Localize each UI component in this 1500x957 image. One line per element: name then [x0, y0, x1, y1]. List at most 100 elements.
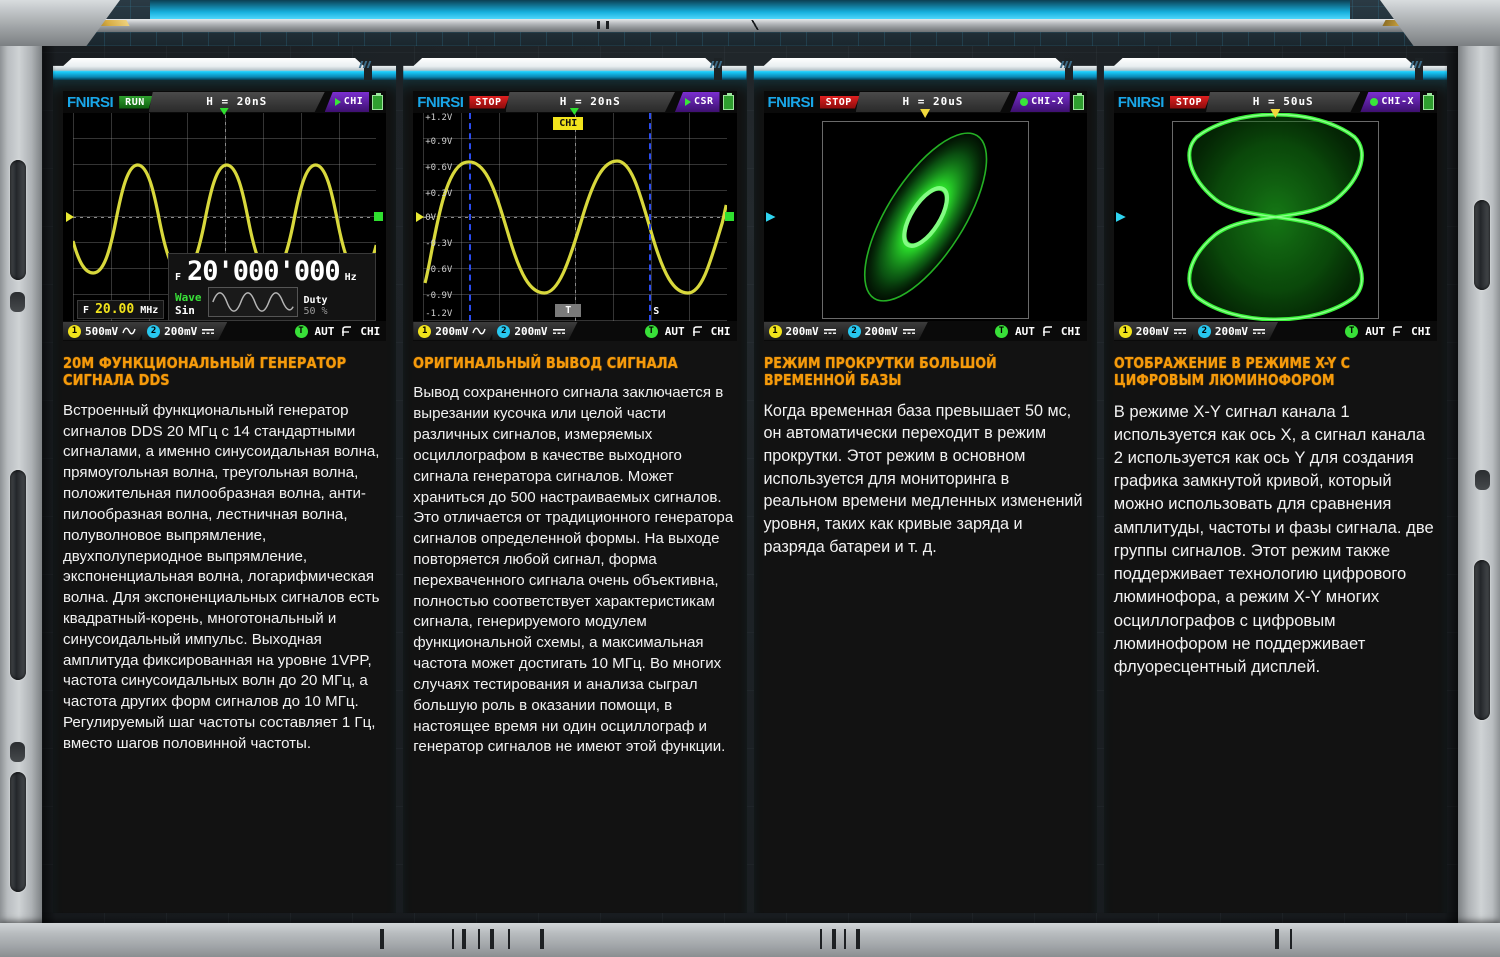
freq-label: F	[175, 272, 182, 283]
oscilloscope-1: FNIRSI RUN H = 20nS CHI	[63, 91, 387, 341]
oscilloscope-3: FNIRSI STOP H = 20uS CHI-X	[763, 91, 1087, 341]
trigger-position-marker-icon[interactable]	[1270, 109, 1281, 118]
ch2-level-marker-icon[interactable]	[1115, 212, 1126, 222]
trigger-mode-value: AUT	[1365, 324, 1386, 338]
card-4-tab-header	[1103, 58, 1447, 80]
card-3-tab-header	[753, 58, 1097, 80]
ac-coupling-icon	[122, 326, 136, 336]
tab-gap	[1064, 58, 1073, 80]
scope-3-bottombar: 1 200mV 2 200mV T	[763, 321, 1087, 341]
trigger-position-marker-icon[interactable]	[219, 108, 229, 115]
feature-card-4: FNIRSI STOP H = 50uS CHI-X	[1103, 58, 1447, 913]
trigger-source-value: CHI	[1060, 324, 1081, 338]
screen-area: FNIRSI RUN H = 20nS CHI	[42, 46, 1458, 923]
ch1-scale-value: 200mV	[785, 324, 819, 338]
freq-unit: Hz	[344, 272, 357, 283]
timebase-readout: H = 20nS	[506, 92, 675, 112]
run-status-badge: RUN	[119, 95, 153, 109]
wave-label: Wave	[175, 291, 202, 304]
dc-coupling-icon	[823, 326, 837, 336]
generator-readout-box: F 20'000'000 Hz Wave Sin	[168, 253, 377, 321]
trigger-position-marker-icon[interactable]	[569, 108, 579, 115]
card-1-body: FNIRSI RUN H = 20nS CHI	[53, 80, 397, 913]
scope-v-axis	[574, 113, 576, 321]
card-2-heading: ОРИГИНАЛЬНЫЙ ВЫВОД СИГНАЛА	[413, 354, 678, 372]
trigger-settings-group[interactable]: T AUT CHI	[633, 324, 731, 338]
tab-shape-icon	[403, 58, 747, 80]
dc-coupling-icon	[201, 326, 215, 336]
trigger-source-value: CHI	[360, 324, 381, 338]
trigger-slope-icon	[1042, 325, 1052, 336]
ch1-level-marker-icon[interactable]	[416, 212, 425, 222]
trigger-time-badge: T	[555, 304, 582, 317]
wave-value[interactable]: Sin	[175, 304, 195, 317]
ch1-scale-value: 200mV	[1135, 324, 1169, 338]
ch2-level-marker-icon[interactable]	[724, 212, 734, 221]
left-vent-3	[10, 772, 26, 892]
fnirsi-logo: FNIRSI	[767, 93, 815, 111]
ch2-scale-chip[interactable]: 2 200mV	[142, 322, 227, 340]
corner-freq-label: F	[83, 305, 90, 316]
ch1-badge-icon: 1	[418, 325, 431, 338]
duty-value[interactable]: 50 %	[303, 306, 328, 317]
ch1-scale-chip[interactable]: 1 200mV	[1114, 322, 1199, 340]
feature-cards-row: FNIRSI RUN H = 20nS CHI	[53, 58, 1447, 913]
ch2-scale-chip[interactable]: 2 200mV	[1193, 322, 1278, 340]
trigger-slope-icon	[342, 325, 352, 336]
freq-corner-readout: F 20.00 MHz	[77, 300, 165, 319]
trigger-source-value: CHI	[1411, 324, 1431, 338]
trigger-slope-icon	[1393, 325, 1403, 336]
card-4-body-text: В режиме X-Y сигнал канала 1 используетс…	[1113, 401, 1434, 676]
cursor-line-2[interactable]	[649, 113, 652, 321]
trigger-mode-value: AUT	[314, 324, 335, 338]
ch2-scale-value: 200mV	[514, 324, 548, 338]
ch2-level-marker-icon[interactable]	[374, 212, 384, 221]
waveform-trace-ch1	[73, 163, 377, 275]
top-bezel	[0, 0, 1500, 46]
duty-label: Duty	[303, 295, 328, 306]
channel-mode-badge: CHI	[324, 92, 370, 112]
cursor-channel-badge: CHI	[553, 117, 584, 130]
fnirsi-logo: FNIRSI	[417, 93, 464, 111]
bottom-bezel	[0, 923, 1500, 957]
dc-coupling-icon	[552, 326, 566, 336]
oscilloscope-4: FNIRSI STOP H = 50uS CHI-X	[1113, 91, 1437, 341]
trigger-position-marker-icon[interactable]	[920, 109, 931, 118]
ch1-scale-value: 500mV	[85, 324, 119, 338]
wave-preview-icon	[207, 287, 298, 317]
card-3-heading: РЕЖИМ ПРОКРУТКИ БОЛЬШОЙ ВРЕМЕННОЙ БАЗЫ	[763, 354, 997, 389]
card-2-tab-header	[403, 58, 747, 80]
card-1-heading: 20M ФУНКЦИОНАЛЬНЫЙ ГЕНЕРАТОР СИГНАЛА DDS	[63, 354, 347, 390]
timebase-readout: H = 20nS	[149, 92, 325, 112]
status-dot-icon	[1020, 98, 1029, 106]
tab-gap	[714, 58, 723, 80]
scope-2-waveform-area: +1.2V +0.9V +0.6V +0.3V 0V -0.3V -0.6V -0.9V -…	[416, 108, 734, 321]
feature-card-3: FNIRSI STOP H = 20uS CHI-X	[753, 58, 1097, 913]
lissajous-trace	[1187, 113, 1364, 321]
ch2-scale-value: 200mV	[164, 324, 198, 338]
freq-value: 20'000'000	[187, 256, 341, 287]
ch2-level-marker-icon[interactable]	[765, 212, 776, 222]
trigger-slope-icon	[692, 325, 702, 336]
ch2-badge-icon: 2	[147, 325, 160, 338]
trigger-settings-group[interactable]: T AUT CHI	[983, 324, 1081, 338]
trigger-settings-group[interactable]: T AUT CHI	[1333, 324, 1431, 338]
scope-v-axis	[224, 113, 226, 321]
tab-shape-icon	[753, 58, 1097, 80]
scope-3-xy-area	[765, 109, 1077, 321]
ch1-scale-value: 200mV	[435, 324, 469, 338]
card-4-body: FNIRSI STOP H = 50uS CHI-X	[1103, 80, 1447, 913]
cursor-line-1[interactable]	[469, 113, 472, 321]
lissajous-trace	[863, 132, 987, 302]
ch2-scale-chip[interactable]: 2 200mV	[492, 322, 577, 340]
tab-shape-icon	[1103, 58, 1447, 80]
card-1-body-text: Встроенный функциональный генератор сигн…	[63, 401, 380, 752]
ch1-scale-chip[interactable]: 1 500mV	[63, 322, 148, 340]
ch2-scale-chip[interactable]: 2 200mV	[843, 322, 928, 340]
feature-card-2: FNIRSI STOP H = 20nS CSR	[403, 58, 747, 913]
trigger-settings-group[interactable]: T AUT CHI	[283, 324, 381, 338]
ch1-level-marker-icon[interactable]	[66, 212, 74, 222]
ch1-scale-chip[interactable]: 1 200mV	[413, 322, 498, 340]
ch1-scale-chip[interactable]: 1 200mV	[764, 322, 849, 340]
